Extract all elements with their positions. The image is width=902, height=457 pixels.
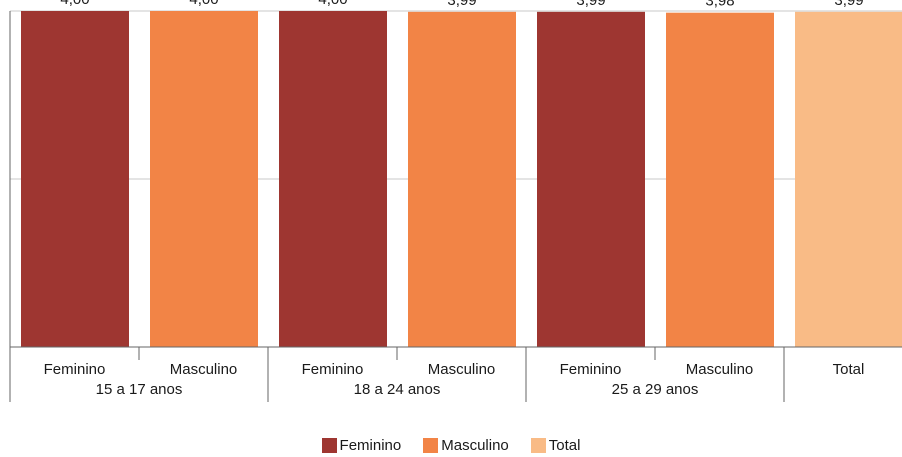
bar-3 [279,11,387,347]
legend-item-feminino: Feminino [321,437,402,454]
value-label-6: 3,98 [705,0,734,10]
value-label-1: 4,00 [60,0,89,8]
legend: Feminino Masculino Total [0,437,902,454]
bar-4 [408,11,516,348]
legend-swatch-masculino [423,438,439,453]
bar-7 [795,11,902,348]
group-label-3: 25 a 29 anos [612,381,699,398]
legend-swatch-feminino [321,438,337,453]
legend-label-total: Total [548,437,581,454]
bar-2 [150,11,258,347]
x-axis [9,11,902,402]
value-label-3: 4,00 [318,0,347,8]
bars-group [21,11,902,348]
group-label-1: 15 a 17 anos [96,381,183,398]
legend-label-masculino: Masculino [441,437,509,454]
bar-1 [21,11,129,347]
value-label-4: 3,99 [447,0,476,9]
group-label-2: 18 a 24 anos [354,381,441,398]
value-label-7: 3,99 [834,0,863,9]
legend-swatch-total [530,438,546,453]
category-label-1: Feminino [44,361,106,378]
category-label-6: Masculino [686,361,754,378]
bar-6 [666,12,774,348]
category-label-4: Masculino [428,361,496,378]
category-label-3: Feminino [302,361,364,378]
value-labels-group: 4,00 4,00 4,00 3,99 3,99 3,98 3,99 [60,0,863,10]
legend-item-total: Total [530,437,581,454]
category-label-7: Total [833,361,865,378]
legend-label-feminino: Feminino [339,437,402,454]
category-labels-group: Feminino Masculino Feminino Masculino Femini… [44,361,865,378]
bar-5 [537,11,645,348]
category-label-5: Feminino [560,361,622,378]
bar-chart: 4,00 4,00 4,00 3,99 3,99 3,98 3,99 Feminino Mas… [9,0,902,402]
legend-item-masculino: Masculino [423,437,509,454]
category-label-2: Masculino [170,361,238,378]
value-label-2: 4,00 [189,0,218,8]
value-label-5: 3,99 [576,0,605,9]
group-labels-group: 15 a 17 anos 18 a 24 anos 25 a 29 anos [96,381,699,398]
